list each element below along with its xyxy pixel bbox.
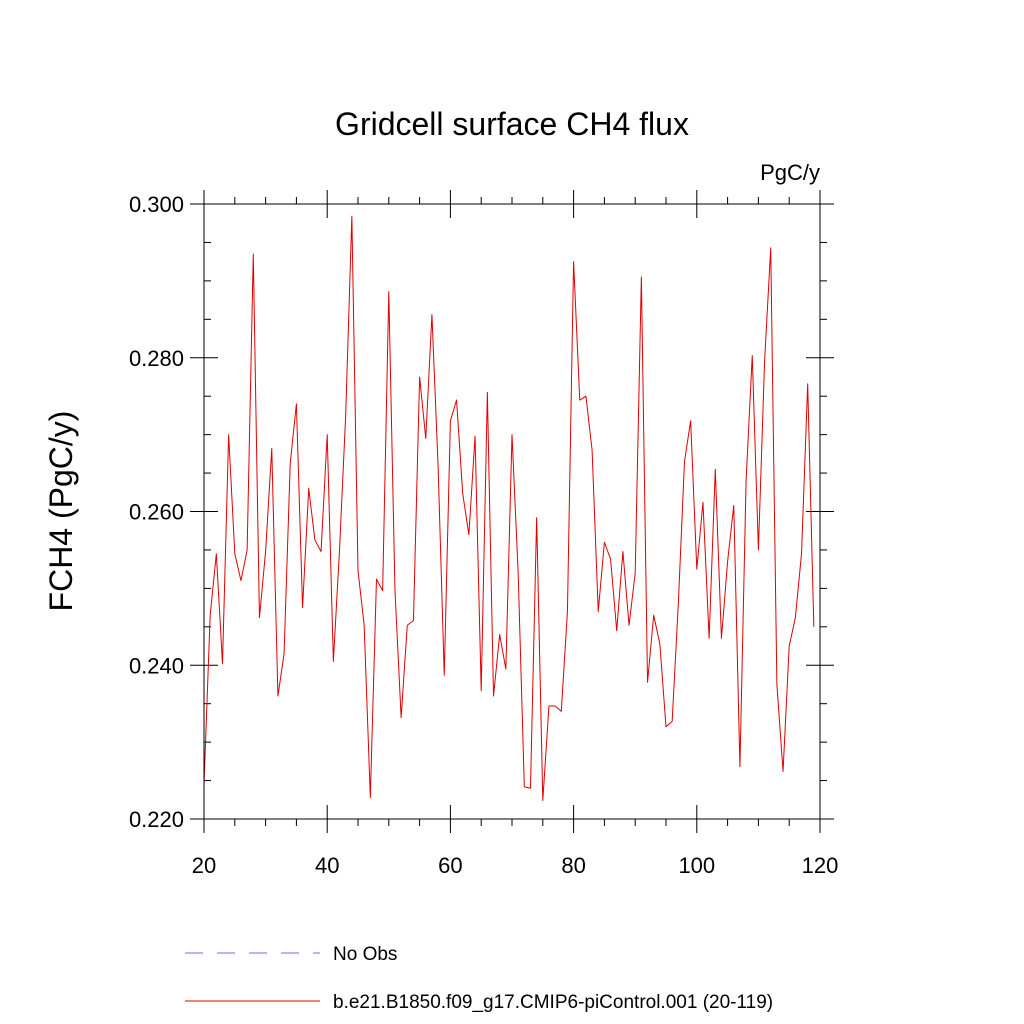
axis-tick-labels: 20 40 60 80 100 120 0.220 0.240 0.260 0.280 0.300 bbox=[129, 192, 838, 878]
x-tick-label: 20 bbox=[192, 853, 216, 878]
plot-frame bbox=[203, 203, 821, 820]
y-tick-label: 0.280 bbox=[129, 346, 184, 371]
y-tick-label: 0.260 bbox=[129, 500, 184, 525]
y-tick-label: 0.300 bbox=[129, 192, 184, 217]
legend-label-picontrol: b.e21.B1850.f09_g17.CMIP6-piControl.001 … bbox=[333, 992, 773, 1013]
y-axis-label: FCH4 (PgC/y) bbox=[43, 411, 79, 612]
y-tick-label: 0.220 bbox=[129, 807, 184, 832]
legend: No Obs b.e21.B1850.f09_g17.CMIP6-piContr… bbox=[185, 944, 773, 1013]
x-tick-label: 120 bbox=[802, 853, 839, 878]
units-label: PgC/y bbox=[760, 160, 820, 185]
y-tick-label: 0.240 bbox=[129, 653, 184, 678]
plot-series bbox=[203, 215, 815, 802]
x-tick-label: 80 bbox=[561, 853, 585, 878]
series-line-picontrol bbox=[203, 215, 815, 802]
chart-title: Gridcell surface CH4 flux bbox=[335, 106, 689, 142]
legend-label-no-obs: No Obs bbox=[333, 944, 397, 965]
axis-ticks bbox=[190, 190, 834, 833]
x-tick-label: 40 bbox=[315, 853, 339, 878]
x-tick-label: 100 bbox=[678, 853, 715, 878]
x-tick-label: 60 bbox=[438, 853, 462, 878]
